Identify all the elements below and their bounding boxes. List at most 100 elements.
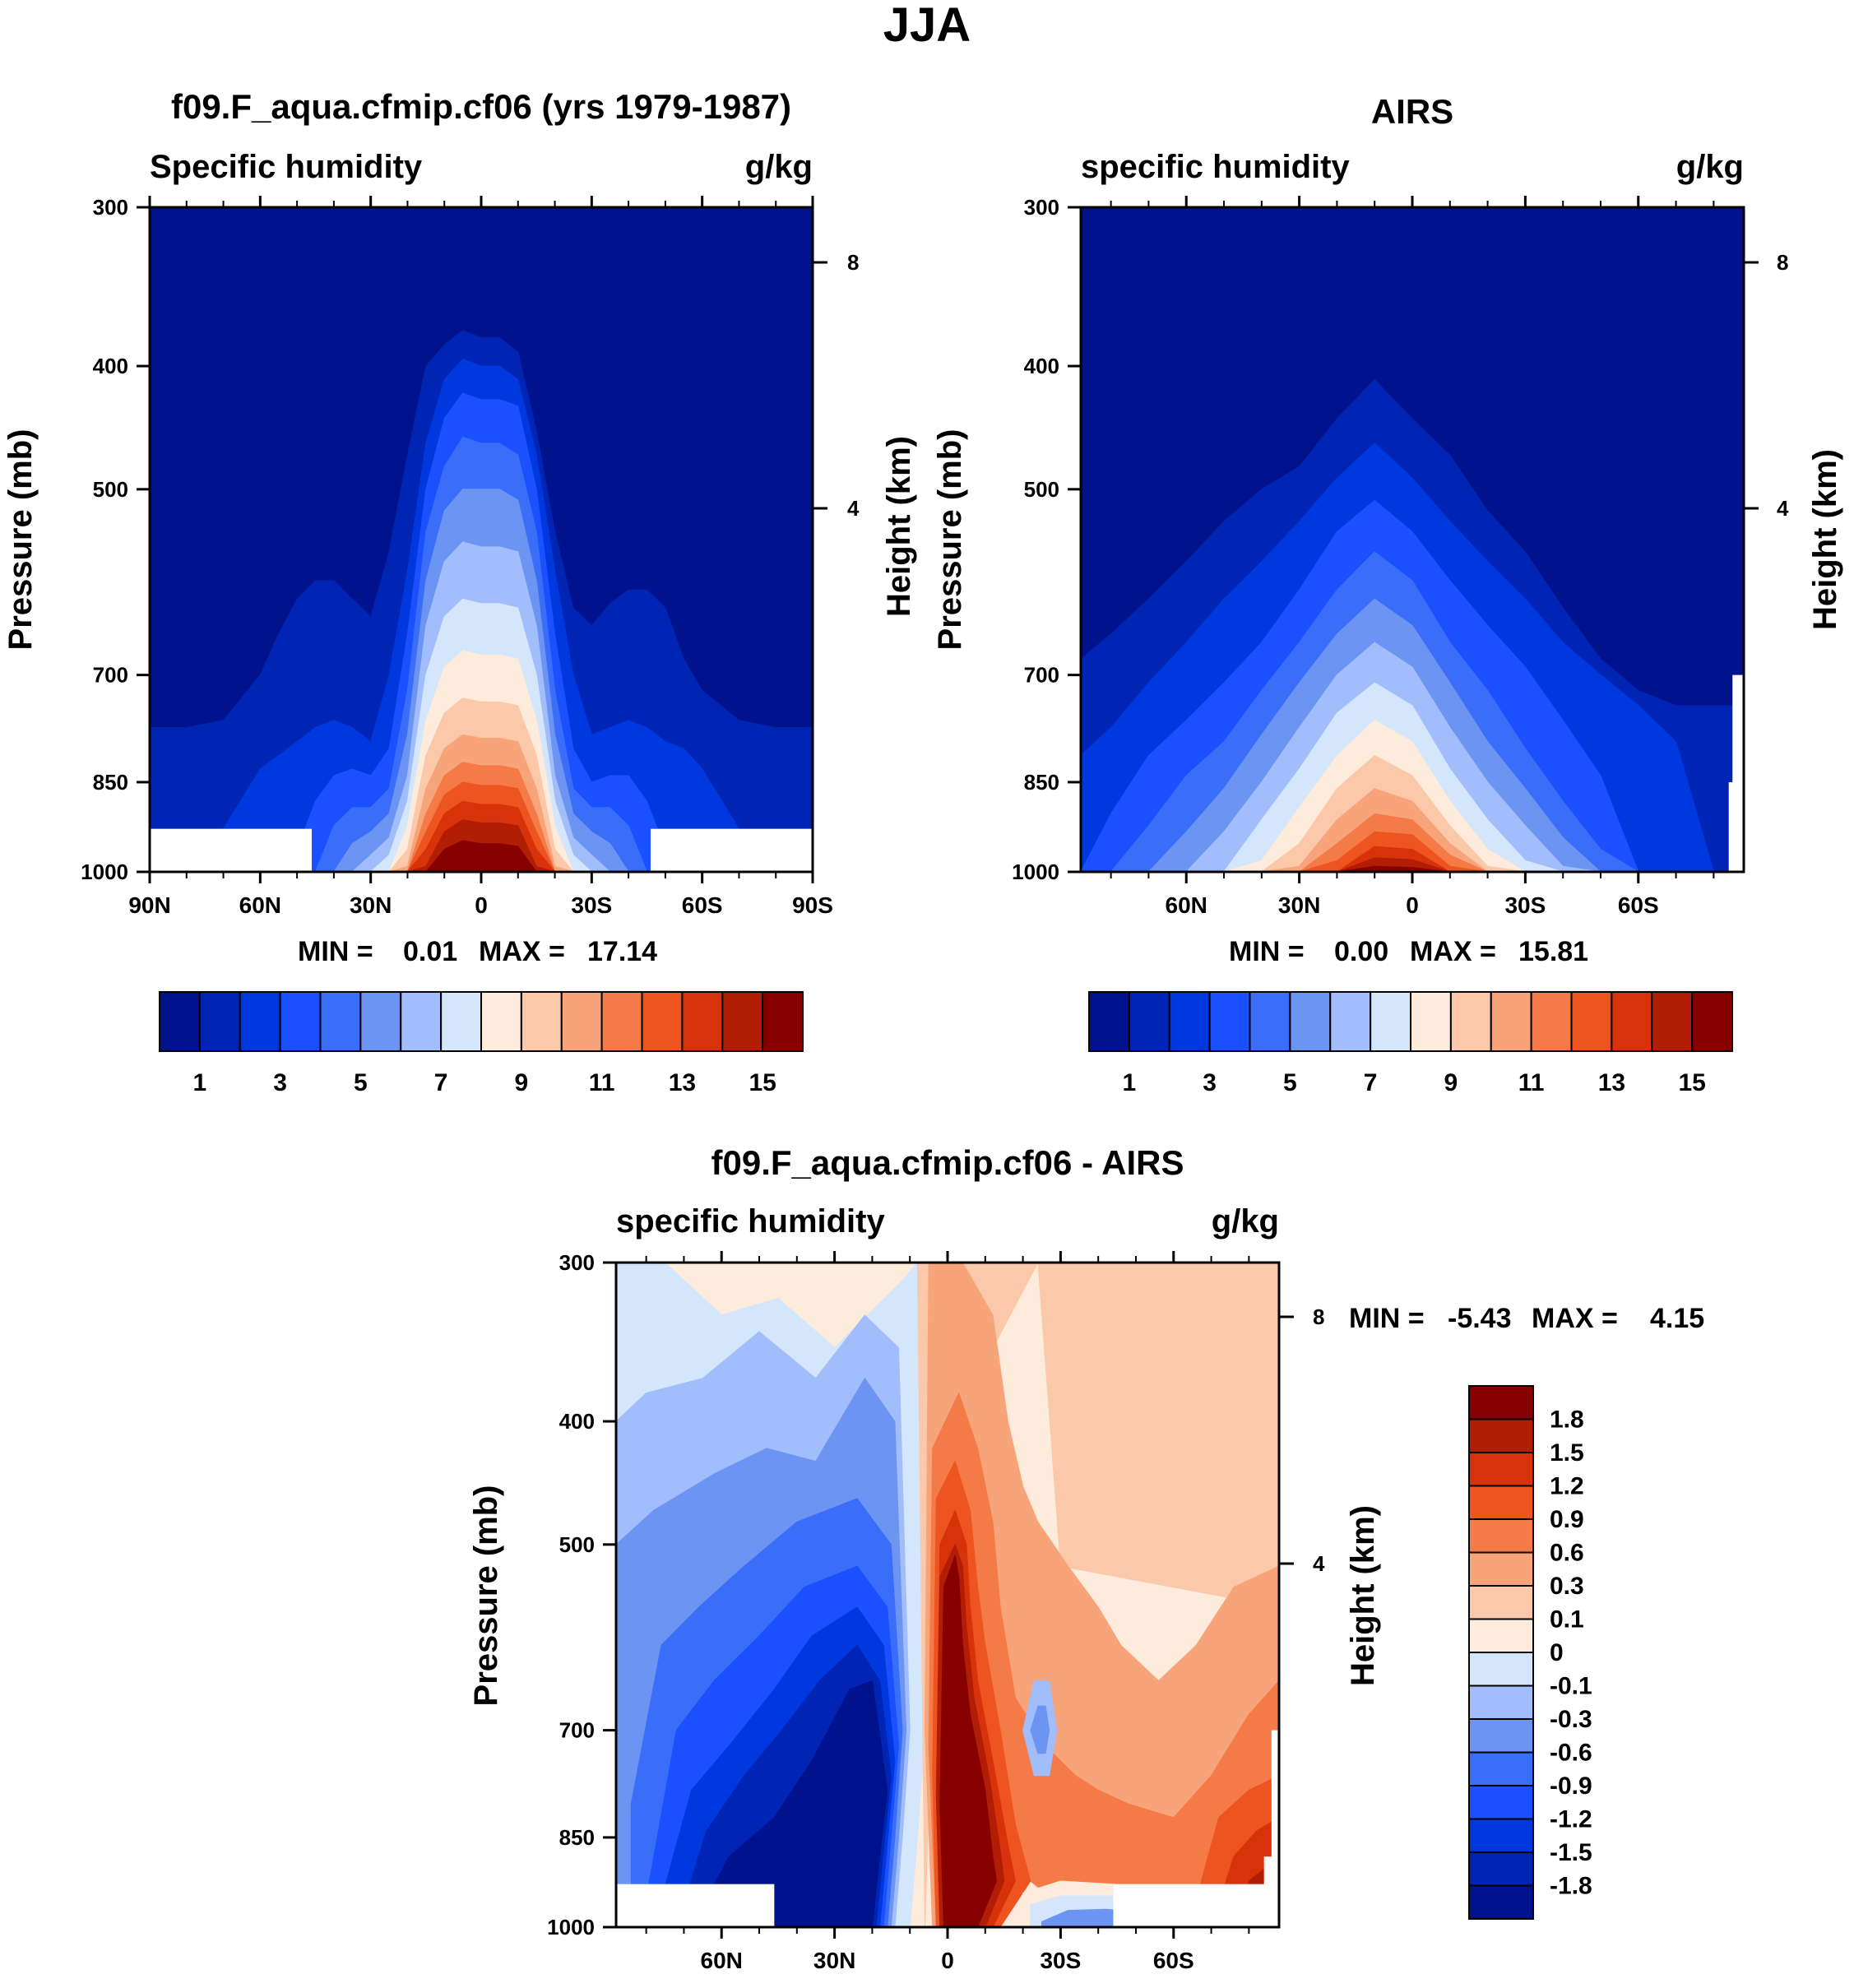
obs-colorbar-box xyxy=(1611,991,1653,1052)
model-y-tick-label: 300 xyxy=(93,195,128,220)
panel-obs-title: AIRS xyxy=(1371,92,1453,131)
obs-x-tick-label: 30N xyxy=(1278,892,1320,918)
model-colorbar-box xyxy=(560,991,603,1052)
diff-colorbar-box xyxy=(1468,1884,1534,1920)
panel-diff-max-label: MAX = xyxy=(1532,1303,1618,1334)
obs-colorbar-box xyxy=(1370,991,1411,1052)
model-colorbar-label: 7 xyxy=(434,1069,448,1096)
panel-obs-plot-area xyxy=(1081,207,1744,872)
diff-missing-data xyxy=(1271,1730,1279,1927)
diff-y-tick-label: 850 xyxy=(559,1825,595,1850)
diff-colorbar-box xyxy=(1468,1618,1534,1653)
obs-colorbar-label: 15 xyxy=(1678,1069,1705,1096)
model-y-tick-label: 850 xyxy=(93,770,128,795)
panel-obs-max-label: MAX = xyxy=(1410,936,1496,967)
panel-diff-x-ticks: 60N 30N 0 30S 60S xyxy=(701,1251,1194,1973)
model-colorbar-label: 1 xyxy=(193,1069,207,1096)
panel-diff-colorbar: 1.8 1.5 1.2 0.9 0.6 0.3 0.1 0 -0.1 -0.3 -0.6 -0.9 -1… xyxy=(1468,1385,1592,1920)
panel-diff-max-value: 4.15 xyxy=(1650,1303,1704,1334)
diff-x-tick-label: 0 xyxy=(941,1948,954,1973)
diff-colorbar-box xyxy=(1468,1485,1534,1520)
diff-colorbar-box xyxy=(1468,1684,1534,1720)
panel-diff-min-value: -5.43 xyxy=(1448,1303,1512,1334)
obs-colorbar-label: 9 xyxy=(1444,1069,1458,1096)
obs-colorbar-label: 11 xyxy=(1518,1069,1545,1096)
panel-obs-x-ticks: 60N 30N 0 30S 60S xyxy=(1166,196,1659,918)
model-colorbar-box xyxy=(681,991,724,1052)
model-colorbar-box xyxy=(198,991,241,1052)
diff-y-tick-label: 500 xyxy=(559,1532,595,1557)
panel-model-min-label: MIN = xyxy=(298,936,373,967)
obs-colorbar-box xyxy=(1490,991,1532,1052)
model-y-tick-label: 500 xyxy=(93,477,128,502)
diff-x-tick-label: 60N xyxy=(701,1948,743,1973)
model-colorbar-label: 11 xyxy=(589,1069,615,1096)
diff-colorbar-box xyxy=(1468,1652,1534,1687)
panel-obs-min-label: MIN = xyxy=(1229,936,1305,967)
diff-colorbar-label: -0.9 xyxy=(1550,1773,1592,1800)
diff-x-tick-label: 30S xyxy=(1040,1948,1081,1973)
diff-colorbar-box xyxy=(1468,1418,1534,1453)
diff-colorbar-label: 1.8 xyxy=(1550,1406,1584,1434)
model-colorbar-label: 3 xyxy=(273,1069,287,1096)
panel-diff-minor-ticks xyxy=(645,1256,1250,1934)
panel-obs-y-axis-label: Pressure (mb) xyxy=(932,429,968,651)
model-colorbar-box xyxy=(600,991,643,1052)
diff-y-tick-label: 1000 xyxy=(547,1915,595,1939)
diff-y-tick-label: 700 xyxy=(559,1718,595,1743)
diff-missing-data xyxy=(1113,1884,1279,1927)
obs-colorbar-box xyxy=(1208,991,1251,1052)
model-colorbar-label: 9 xyxy=(515,1069,529,1096)
panel-model-colorbar: 1 3 5 7 9 11 13 15 xyxy=(159,991,804,1096)
diff-missing-data xyxy=(616,1884,775,1927)
diff-colorbar-box xyxy=(1468,1818,1534,1853)
model-y-tick-label: 700 xyxy=(93,663,128,688)
diff-y-tick-label: 400 xyxy=(559,1409,595,1434)
panel-obs-right-string: g/kg xyxy=(1676,149,1744,185)
panel-diff-left-string: specific humidity xyxy=(616,1203,885,1240)
model-missing-data xyxy=(650,828,813,872)
obs-colorbar-box xyxy=(1168,991,1211,1052)
diff-colorbar-label: -0.3 xyxy=(1550,1706,1592,1733)
obs-colorbar-box xyxy=(1249,991,1291,1052)
obs-x-tick-label: 60S xyxy=(1618,892,1659,918)
model-contour-level-15 xyxy=(150,840,813,872)
model-x-tick-label: 0 xyxy=(475,892,488,918)
model-missing-data xyxy=(150,828,313,872)
panel-model-y-ticks: 300 400 500 700 850 1000 xyxy=(81,195,150,884)
diff-colorbar-label: -1.2 xyxy=(1550,1806,1592,1833)
diff-colorbar-box xyxy=(1468,1518,1534,1554)
obs-x-tick-label: 30S xyxy=(1504,892,1546,918)
model-x-tick-label: 60S xyxy=(682,892,723,918)
model-colorbar-label: 15 xyxy=(749,1069,776,1096)
obs-colorbar-label: 13 xyxy=(1598,1069,1625,1096)
diff-missing-data xyxy=(1263,1856,1279,1927)
obs-x-tick-label: 60N xyxy=(1166,892,1207,918)
obs-colorbar-box xyxy=(1449,991,1492,1052)
model-colorbar-box xyxy=(359,991,402,1052)
panel-diff-y-ticks: 300 400 500 700 850 1000 xyxy=(547,1250,616,1939)
obs-y-tick-label: 400 xyxy=(1024,354,1059,378)
panel-diff-height-tick-4: 4 xyxy=(1313,1551,1325,1576)
diff-x-tick-label: 60S xyxy=(1153,1948,1194,1973)
panel-diff-title: f09.F_aqua.cfmip.cf06 - AIRS xyxy=(711,1143,1184,1182)
diff-y-tick-label: 300 xyxy=(559,1250,595,1275)
diff-contour-level-5 xyxy=(1030,1705,1050,1754)
model-x-tick-label: 60N xyxy=(239,892,281,918)
model-colorbar-box xyxy=(520,991,563,1052)
model-colorbar-box xyxy=(762,991,804,1052)
panel-model-y-axis-label: Pressure (mb) xyxy=(2,429,39,651)
model-colorbar-box xyxy=(239,991,281,1052)
model-x-tick-label: 30S xyxy=(571,892,612,918)
obs-colorbar-box xyxy=(1128,991,1170,1052)
panel-obs-max-value: 15.81 xyxy=(1518,936,1588,967)
model-colorbar-box xyxy=(480,991,522,1052)
panel-obs-left-string: specific humidity xyxy=(1081,149,1350,185)
panel-model-right-string: g/kg xyxy=(745,149,813,185)
model-colorbar-box xyxy=(641,991,684,1052)
diff-colorbar-box xyxy=(1468,1385,1534,1420)
diff-colorbar-label: 1.5 xyxy=(1550,1439,1584,1467)
diff-colorbar-label: -1.8 xyxy=(1550,1873,1592,1900)
panel-obs: AIRS specific humidity g/kg 300400500700… xyxy=(932,92,1843,1096)
